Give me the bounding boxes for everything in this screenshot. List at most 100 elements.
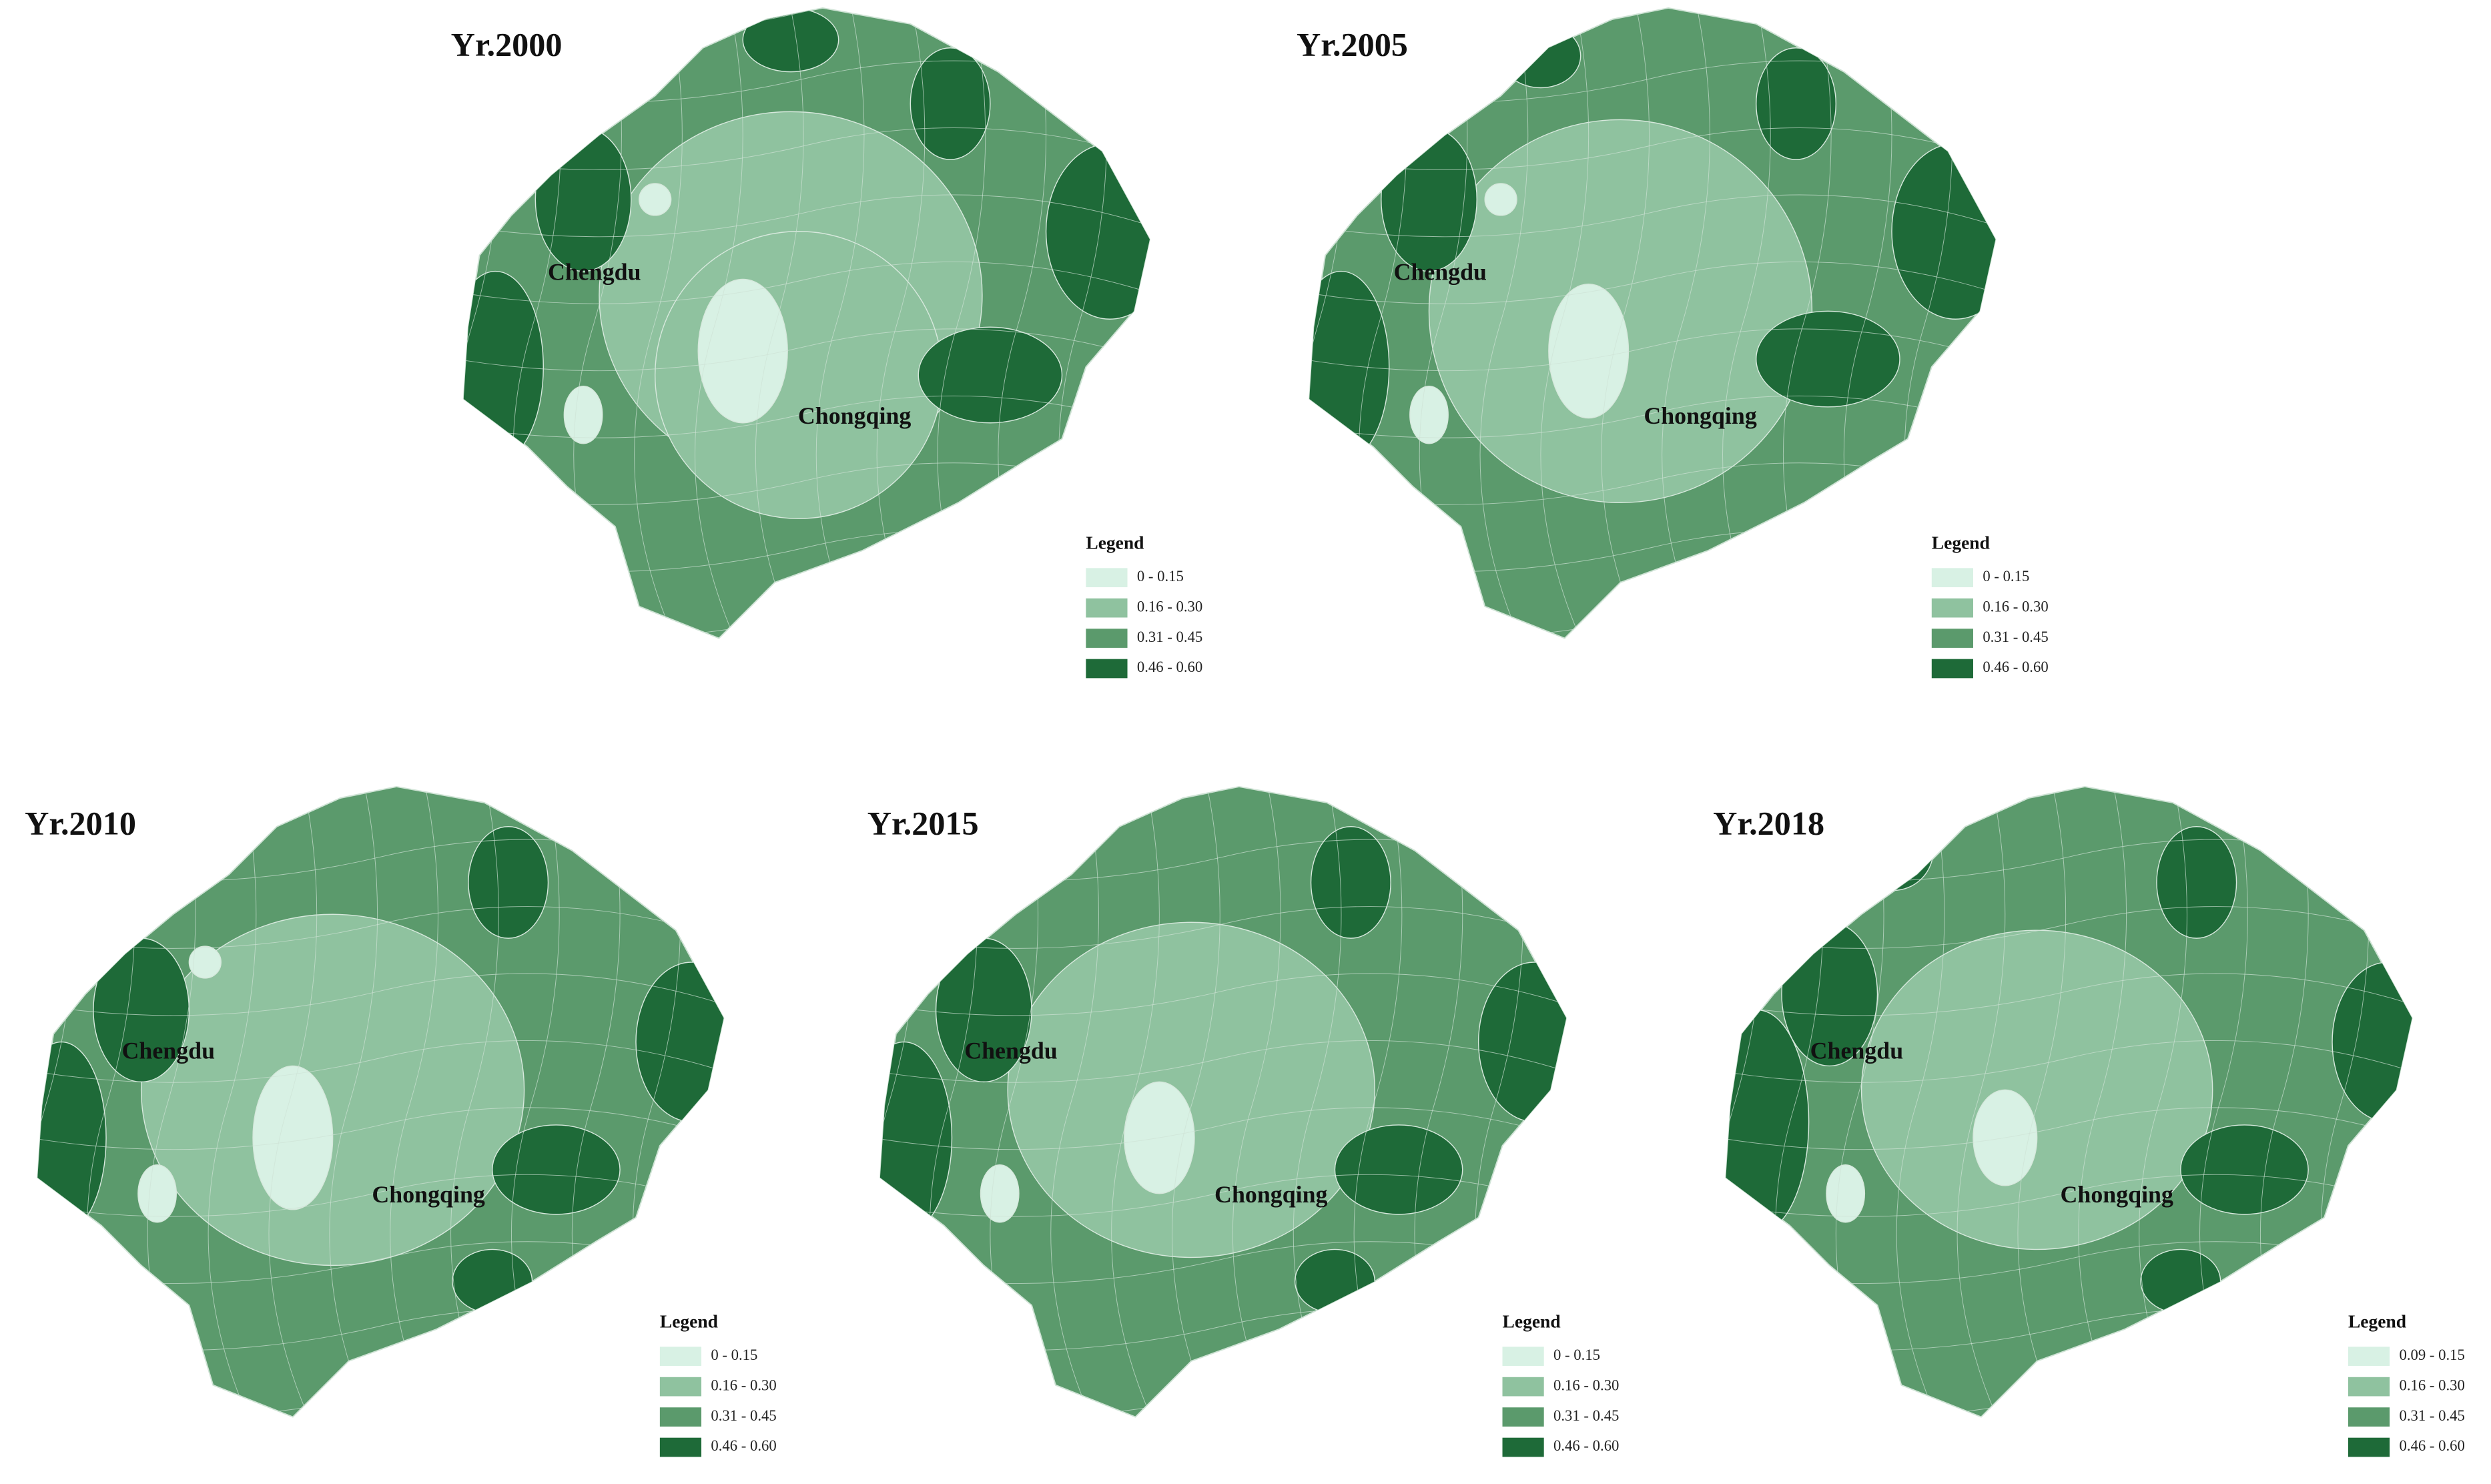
- legend-title: Legend: [2348, 1311, 2406, 1332]
- border: [2078, 786, 2127, 1417]
- border: [1309, 328, 1996, 372]
- region: [697, 278, 788, 424]
- border: [463, 597, 1150, 639]
- legend-label: 0.31 - 0.45: [2399, 1407, 2464, 1424]
- legend-title: Legend: [1503, 1311, 1561, 1332]
- regions: [37, 786, 724, 1417]
- region: [1500, 23, 1581, 89]
- legend-swatch: [1502, 1377, 1544, 1397]
- border: [37, 973, 724, 1016]
- legend-swatch: [1086, 659, 1128, 679]
- legend: Legend 0 - 0.15 0.16 - 0.30 0.31 - 0.45 0.46…: [659, 1311, 777, 1457]
- regions: [879, 786, 1567, 1417]
- border: [879, 973, 1567, 1016]
- border: [1662, 7, 1710, 639]
- border: [815, 7, 865, 639]
- legend-label: 0.16 - 0.30: [711, 1377, 776, 1393]
- border: [463, 127, 1150, 170]
- city-label: Chengdu: [1393, 259, 1487, 286]
- city-label: Chongqing: [1214, 1181, 1327, 1208]
- city-label: Chengdu: [122, 1038, 216, 1064]
- legend-swatch: [1931, 568, 1973, 588]
- region: [1334, 1124, 1463, 1215]
- legend-swatch: [659, 1347, 702, 1367]
- region: [1294, 1248, 1375, 1314]
- legend-swatch: [2348, 1377, 2390, 1397]
- region: [1756, 310, 1900, 408]
- panel-title: Yr.2000: [451, 25, 563, 63]
- city-label: Chongqing: [372, 1181, 484, 1208]
- border: [755, 7, 804, 639]
- region: [1309, 270, 1390, 464]
- border: [1309, 127, 1996, 170]
- city-label: Chengdu: [1810, 1038, 1904, 1064]
- border: [1896, 786, 1945, 1417]
- map: [1725, 785, 2413, 1418]
- border: [208, 786, 257, 1417]
- border: [1309, 194, 1996, 238]
- border: [1540, 7, 1589, 639]
- city-label: Chengdu: [548, 259, 641, 286]
- legend-label: 0.16 - 0.30: [1137, 598, 1202, 615]
- border: [463, 194, 1150, 238]
- border: [879, 1040, 1567, 1083]
- legend-swatch: [659, 1377, 702, 1397]
- border: [879, 1107, 1567, 1150]
- border: [37, 1107, 724, 1150]
- legend: Legend 0 - 0.15 0.16 - 0.30 0.31 - 0.45 0.46…: [1931, 532, 2049, 679]
- border: [329, 786, 378, 1417]
- map: [462, 7, 1151, 639]
- legend-label: 0.31 - 0.45: [1983, 629, 2048, 645]
- legend-title: Legend: [660, 1311, 718, 1332]
- legend-label: 0.46 - 0.60: [1137, 659, 1202, 675]
- legend-label: 0 - 0.15: [1983, 568, 2029, 585]
- border: [1050, 786, 1099, 1417]
- region: [1756, 47, 1837, 160]
- region: [188, 946, 222, 979]
- region: [2156, 826, 2237, 939]
- legend-swatch: [659, 1437, 702, 1457]
- border: [879, 906, 1567, 949]
- panel-title: Yr.2018: [1713, 804, 1824, 841]
- legend-label: 0 - 0.15: [1553, 1347, 1600, 1363]
- region: [148, 818, 230, 883]
- legend: Legend 0 - 0.15 0.16 - 0.30 0.31 - 0.45 0.46…: [1086, 532, 1202, 679]
- legend-title: Legend: [1086, 532, 1144, 553]
- border: [1956, 786, 2006, 1417]
- legend-swatch: [1086, 568, 1128, 588]
- region: [2332, 962, 2412, 1122]
- border: [268, 786, 318, 1417]
- legend-label: 0.16 - 0.30: [2399, 1377, 2464, 1393]
- border: [37, 906, 724, 949]
- map-panel: Yr.2018 Chengdu Chongqing Legend 0.09 - 0.15…: [1713, 785, 2465, 1457]
- region: [918, 326, 1063, 424]
- legend-swatch: [659, 1407, 702, 1427]
- legend-swatch: [1931, 659, 1973, 679]
- legend: Legend 0.09 - 0.15 0.16 - 0.30 0.31 - 0.45 0…: [2348, 1311, 2465, 1457]
- legend-label: 0 - 0.15: [711, 1347, 757, 1363]
- city-label: Chengdu: [964, 1038, 1058, 1064]
- region: [1548, 283, 1630, 419]
- regions: [1309, 7, 1996, 639]
- region: [452, 1248, 533, 1314]
- region: [1860, 930, 2213, 1250]
- border: [634, 7, 683, 639]
- border: [1309, 597, 1996, 639]
- panel-title: Yr.2010: [25, 804, 136, 841]
- border: [1601, 7, 1650, 639]
- map: [1309, 7, 1997, 639]
- border: [1726, 1040, 2412, 1083]
- region: [1484, 183, 1517, 216]
- map-panel: Yr.2000 Chengdu Chongqing Legend 0 - 0.15 0.1…: [451, 7, 1202, 679]
- border: [879, 1174, 1567, 1217]
- border: [37, 1040, 724, 1083]
- legend-swatch: [1502, 1437, 1544, 1457]
- legend-label: 0 - 0.15: [1137, 568, 1184, 585]
- legend-swatch: [1086, 598, 1128, 618]
- legend-swatch: [2348, 1347, 2390, 1367]
- map-panel: Yr.2005 Chengdu Chongqing Legend 0 - 0.15 0.1…: [1297, 7, 2049, 679]
- border: [1479, 7, 1529, 639]
- region: [639, 183, 672, 216]
- region: [1826, 1164, 1866, 1223]
